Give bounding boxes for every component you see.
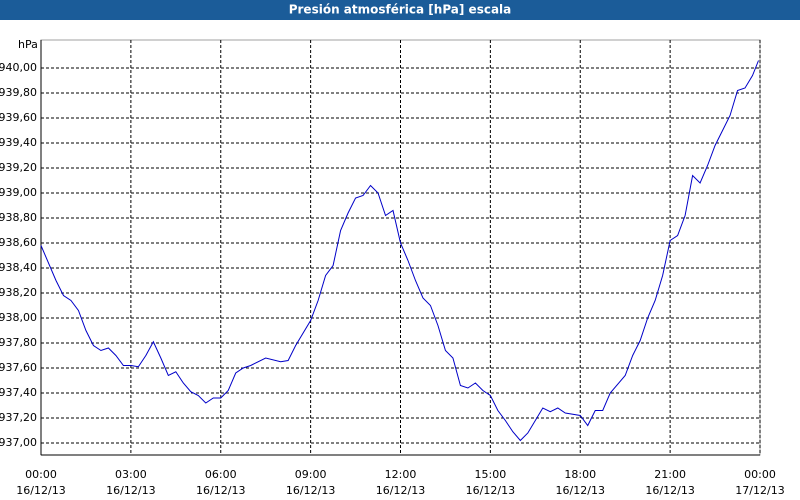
- x-tick-date: 16/12/13: [466, 484, 515, 497]
- y-tick-label: 937,20: [0, 411, 37, 424]
- y-tick-label: 939,20: [0, 161, 37, 174]
- x-tick-label: 18:00: [564, 468, 596, 481]
- y-tick-label: 937,80: [0, 336, 37, 349]
- y-tick-label: 938,20: [0, 286, 37, 299]
- x-tick-label: 12:00: [385, 468, 417, 481]
- x-tick-label: 09:00: [295, 468, 327, 481]
- chart-title: Presión atmosférica [hPa] escala: [289, 3, 512, 17]
- x-tick-label: 00:00: [25, 468, 57, 481]
- y-tick-label: 939,40: [0, 136, 37, 149]
- y-tick-label: 939,00: [0, 186, 37, 199]
- y-tick-label: 939,60: [0, 111, 37, 124]
- y-tick-label: 940,00: [0, 61, 37, 74]
- data-line: [40, 60, 759, 442]
- x-tick-date: 16/12/13: [286, 484, 335, 497]
- x-tick-date: 16/12/13: [556, 484, 605, 497]
- y-tick-label: 938,00: [0, 311, 37, 324]
- x-tick-label: 03:00: [115, 468, 147, 481]
- x-tick-date: 16/12/13: [645, 484, 694, 497]
- y-tick-label: 938,60: [0, 236, 37, 249]
- y-tick-label: 939,80: [0, 86, 37, 99]
- y-tick-label: 938,80: [0, 211, 37, 224]
- x-tick-date: 16/12/13: [376, 484, 425, 497]
- x-tick-label: 00:00: [744, 468, 776, 481]
- x-tick-date: 17/12/13: [735, 484, 784, 497]
- x-tick-date: 16/12/13: [196, 484, 245, 497]
- x-tick-label: 15:00: [475, 468, 507, 481]
- x-tick-date: 16/12/13: [16, 484, 65, 497]
- y-tick-label: 937,40: [0, 386, 37, 399]
- title-bar: [0, 0, 800, 20]
- x-tick-label: 21:00: [654, 468, 686, 481]
- x-tick-label: 06:00: [205, 468, 237, 481]
- y-tick-label: 938,40: [0, 261, 37, 274]
- x-tick-date: 16/12/13: [106, 484, 155, 497]
- y-tick-label: 937,00: [0, 436, 37, 449]
- y-tick-label: 937,60: [0, 361, 37, 374]
- y-axis-label: hPa: [18, 38, 38, 51]
